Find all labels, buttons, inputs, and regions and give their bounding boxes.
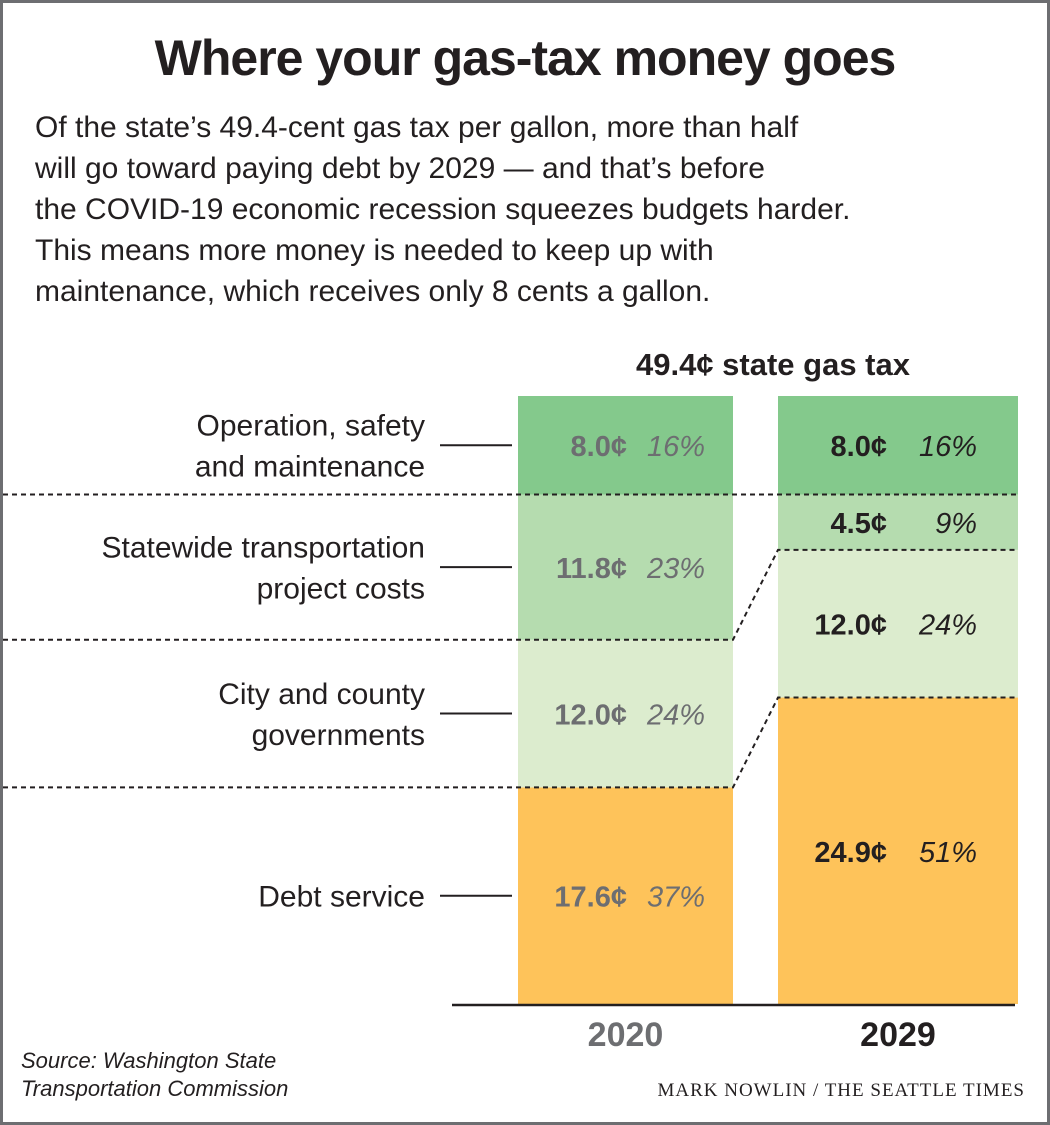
subtitle-line: will go toward paying debt by 2029 — and…	[35, 152, 765, 185]
source-line: Source: Washington State	[21, 1048, 276, 1073]
value-label: 8.0¢	[571, 431, 627, 463]
chart-subtitle: Of the state’s 49.4-cent gas tax per gal…	[35, 107, 1015, 312]
value-label: 24.9¢	[814, 837, 887, 869]
percent-label: 24%	[646, 700, 705, 732]
chart-heading: 49.4¢ state gas tax	[636, 347, 911, 382]
bar-segment	[778, 494, 1018, 550]
value-label: 11.8¢	[556, 553, 627, 585]
percent-label: 51%	[919, 837, 977, 869]
percent-label: 37%	[647, 882, 705, 914]
value-label: 12.0¢	[554, 700, 627, 732]
percent-label: 16%	[647, 431, 705, 463]
percent-label: 23%	[646, 553, 705, 585]
value-label: 4.5¢	[831, 508, 887, 540]
bar-segment	[518, 396, 733, 495]
percent-label: 9%	[935, 508, 977, 540]
series-label: City and county	[218, 678, 425, 711]
segment-divider	[3, 548, 1018, 641]
chart-title: Where your gas-tax money goes	[154, 30, 897, 86]
segment-divider	[3, 696, 1018, 789]
bar-segment	[778, 396, 1018, 495]
stacked-bar-chart: 49.4¢ state gas tax Source: Washington S…	[3, 347, 1025, 1101]
series-label: and maintenance	[195, 451, 425, 484]
category-label: 2020	[588, 1016, 664, 1054]
series-label: Operation, safety	[197, 410, 425, 443]
value-label: 17.6¢	[554, 882, 627, 914]
subtitle-line: the COVID-19 economic recession squeezes…	[35, 193, 851, 226]
category-label: 2029	[860, 1016, 936, 1054]
percent-label: 24%	[918, 610, 977, 642]
source-line: Transportation Commission	[21, 1076, 288, 1101]
subtitle-line: Of the state’s 49.4-cent gas tax per gal…	[35, 111, 799, 144]
bar-segment	[518, 787, 733, 1004]
bar-segment	[778, 697, 1018, 1004]
series-label: Statewide transportation	[101, 532, 425, 565]
credit: MARK NOWLIN / THE SEATTLE TIMES	[657, 1080, 1025, 1101]
bar-segment	[518, 639, 733, 788]
subtitle-line: This means more money is needed to keep …	[35, 234, 714, 267]
bar-segment	[518, 494, 733, 640]
bar-segment	[778, 549, 1018, 698]
value-label: 12.0¢	[814, 610, 887, 642]
value-label: 8.0¢	[831, 431, 887, 463]
percent-label: 16%	[919, 431, 977, 463]
series-label: Debt service	[258, 881, 425, 914]
subtitle-line: maintenance, which receives only 8 cents…	[35, 275, 711, 308]
series-label: governments	[252, 719, 425, 752]
series-label: project costs	[257, 573, 425, 606]
